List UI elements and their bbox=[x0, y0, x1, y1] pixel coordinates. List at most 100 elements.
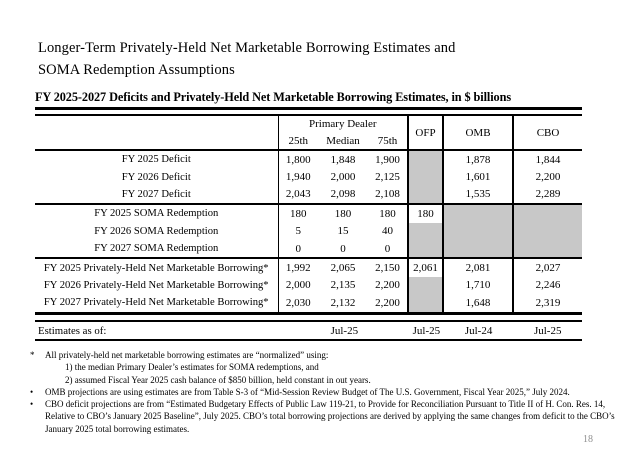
table-heading: FY 2025-2027 Deficits and Privately-Held… bbox=[35, 90, 582, 110]
shaded-cell bbox=[513, 239, 582, 259]
table-row: FY 2027 SOMA Redemption 0 0 0 bbox=[35, 239, 582, 259]
value-cell: 2,000 bbox=[330, 171, 356, 184]
value-cell: 1,844 bbox=[535, 153, 561, 166]
row-label: FY 2027 SOMA Redemption bbox=[35, 239, 279, 259]
footnote-omb: • OMB projections are using estimates ar… bbox=[30, 386, 622, 398]
footnote-normalized: * All privately-held net marketable borr… bbox=[30, 349, 622, 386]
value-cell: 0 bbox=[340, 242, 346, 255]
value-cell: 180 bbox=[368, 203, 409, 223]
table-row: FY 2027 Privately-Held Net Marketable Bo… bbox=[35, 294, 582, 314]
row-label: FY 2027 Privately-Held Net Marketable Bo… bbox=[35, 294, 279, 314]
value-cell: 180 bbox=[278, 203, 318, 223]
value-cell: 0 bbox=[295, 242, 302, 255]
value-cell: 2,081 bbox=[443, 257, 514, 277]
slide-title: Longer-Term Privately-Held Net Marketabl… bbox=[38, 40, 456, 78]
header-group-row: Primary Dealer OFP OMB CBO bbox=[35, 115, 582, 151]
row-label-header-cell bbox=[35, 115, 279, 151]
table-row: FY 2025 Privately-Held Net Marketable Bo… bbox=[35, 257, 582, 277]
value-cell: 180 bbox=[318, 203, 368, 223]
column-header-25th: 25th bbox=[278, 132, 318, 151]
value-cell: 2,043 bbox=[285, 188, 311, 201]
value-cell: 5 bbox=[295, 225, 302, 238]
value-cell: 1,648 bbox=[443, 294, 514, 314]
footnote-cbo: • CBO deficit projections are from “Esti… bbox=[30, 398, 622, 435]
shaded-cell bbox=[408, 239, 444, 259]
shaded-cell bbox=[408, 168, 444, 186]
value-cell: 1,900 bbox=[368, 150, 409, 169]
value-cell: 2,319 bbox=[535, 296, 561, 309]
value-cell: 2,030 bbox=[285, 296, 311, 309]
table-row: FY 2025 SOMA Redemption 180 180 180 180 bbox=[35, 203, 582, 223]
value-cell: 180 bbox=[408, 203, 444, 223]
value-cell: 2,200 bbox=[368, 276, 409, 295]
footnote-bullet-marker: • bbox=[30, 399, 34, 410]
value-cell: 2,065 bbox=[318, 257, 368, 277]
table-row: FY 2027 Deficit 2,043 2,098 2,108 1,535 2,289 bbox=[35, 185, 582, 205]
table-row: FY 2026 Deficit 1,940 2,000 2,125 1,601 2,200 bbox=[35, 168, 582, 186]
row-label: FY 2025 SOMA Redemption bbox=[35, 203, 279, 223]
value-cell: 2,000 bbox=[285, 279, 311, 292]
row-label: FY 2025 Privately-Held Net Marketable Bo… bbox=[35, 257, 279, 277]
value-cell: 1,992 bbox=[278, 257, 318, 277]
value-cell: 1,800 bbox=[285, 153, 311, 166]
row-label: FY 2026 SOMA Redemption bbox=[35, 222, 279, 240]
column-group-primary-dealer: Primary Dealer bbox=[278, 115, 409, 132]
value-cell: 2,200 bbox=[368, 294, 409, 314]
value-cell: 2,150 bbox=[368, 257, 409, 277]
value-cell: 2,135 bbox=[330, 279, 356, 292]
shaded-cell bbox=[443, 203, 514, 223]
table-block: FY 2025-2027 Deficits and Privately-Held… bbox=[35, 90, 582, 315]
shaded-cell bbox=[408, 150, 444, 169]
value-cell: 2,132 bbox=[330, 296, 356, 309]
shaded-cell bbox=[443, 239, 514, 259]
table-body: FY 2025 Deficit 1,800 1,848 1,900 1,878 1,844… bbox=[35, 150, 582, 314]
column-header-median: Median bbox=[318, 132, 368, 151]
estimates-omb-date: Jul-24 bbox=[464, 324, 493, 337]
footnote-subline-1: 1) the median Primary Dealer’s estimates… bbox=[65, 362, 319, 373]
footnote-asterisk-marker: * bbox=[30, 350, 35, 360]
footnote-bullet-marker: • bbox=[30, 386, 34, 397]
value-cell: 1,848 bbox=[330, 153, 356, 166]
column-header-cbo: CBO bbox=[513, 115, 582, 151]
borrowing-estimates-table: Primary Dealer OFP OMB CBO 25th Median 7… bbox=[35, 114, 582, 315]
table-row: FY 2026 Privately-Held Net Marketable Bo… bbox=[35, 276, 582, 295]
value-cell: 1,601 bbox=[443, 168, 514, 186]
column-header-75th: 75th bbox=[368, 132, 409, 151]
table-row: FY 2026 SOMA Redemption 5 15 40 bbox=[35, 222, 582, 240]
value-cell: 1,878 bbox=[443, 150, 514, 169]
estimates-ofp-date: Jul-25 bbox=[412, 324, 441, 337]
shaded-cell bbox=[443, 222, 514, 240]
estimates-cbo-date: Jul-25 bbox=[533, 324, 562, 337]
column-header-omb: OMB bbox=[443, 115, 514, 151]
row-label: FY 2026 Privately-Held Net Marketable Bo… bbox=[35, 276, 279, 295]
footnote-body: All privately-held net marketable borrow… bbox=[45, 349, 622, 386]
footnote-subline-2: 2) assumed Fiscal Year 2025 cash balance… bbox=[65, 374, 371, 385]
value-cell: 0 bbox=[368, 239, 409, 259]
value-cell: 2,289 bbox=[535, 188, 561, 201]
shaded-cell bbox=[408, 185, 444, 205]
value-cell: 2,027 bbox=[513, 257, 582, 277]
footnote-text: CBO deficit projections are from “Estima… bbox=[45, 399, 615, 434]
shaded-cell bbox=[513, 203, 582, 223]
footnotes: * All privately-held net marketable borr… bbox=[30, 349, 622, 435]
shaded-cell bbox=[408, 222, 444, 240]
value-cell: 1,710 bbox=[443, 276, 514, 295]
column-header-ofp: OFP bbox=[408, 115, 444, 151]
value-cell: 2,098 bbox=[330, 188, 356, 201]
footnote-text: All privately-held net marketable borrow… bbox=[45, 350, 329, 360]
value-cell: 2,200 bbox=[535, 171, 561, 184]
shaded-cell bbox=[513, 222, 582, 240]
value-cell: 2,061 bbox=[408, 257, 444, 277]
shaded-cell bbox=[408, 294, 444, 314]
header-sub-row: 25th Median 75th bbox=[35, 132, 582, 151]
value-cell: 1,940 bbox=[285, 171, 311, 184]
estimates-label: Estimates as of: bbox=[38, 324, 107, 337]
estimates-median-date: Jul-25 bbox=[330, 324, 359, 337]
value-cell: 2,246 bbox=[535, 279, 561, 292]
value-cell: 2,108 bbox=[368, 185, 409, 205]
row-label: FY 2027 Deficit bbox=[35, 185, 279, 205]
table-row: FY 2025 Deficit 1,800 1,848 1,900 1,878 1,844 bbox=[35, 150, 582, 169]
row-label: FY 2025 Deficit bbox=[35, 150, 279, 169]
value-cell: 40 bbox=[368, 222, 409, 240]
